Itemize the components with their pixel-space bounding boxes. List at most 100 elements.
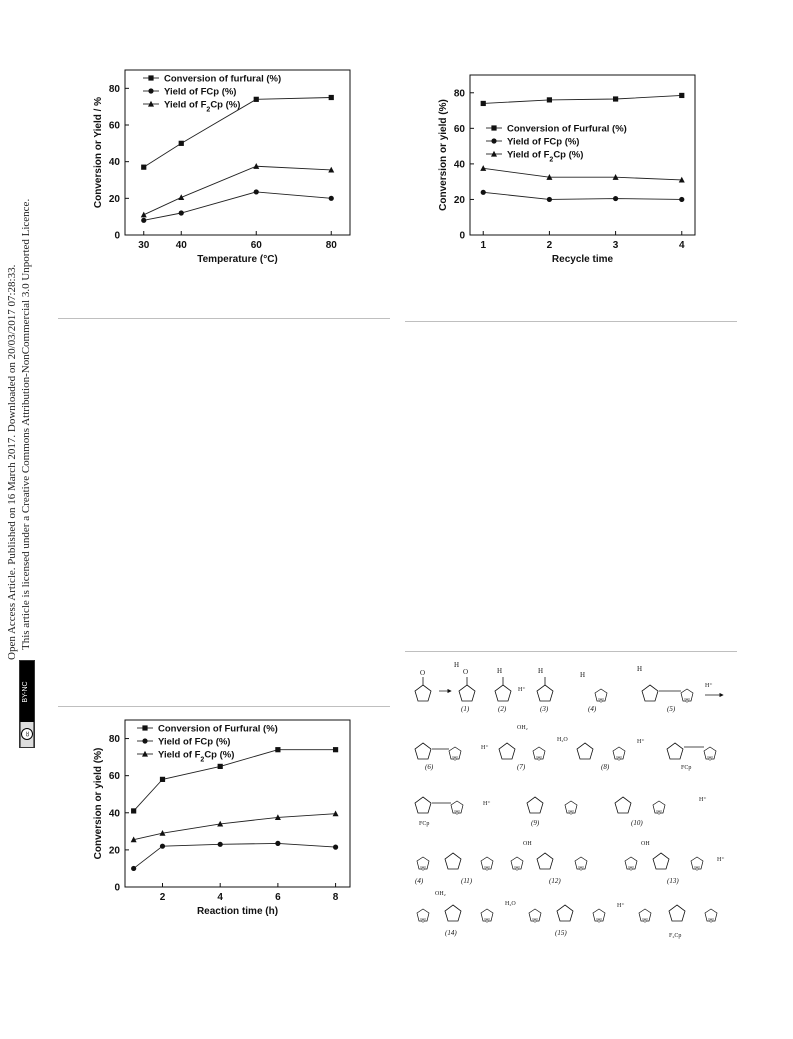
x-axis-label: Recycle time [552,254,614,265]
series-square [141,94,334,170]
legend-label: Yield of FCp (%) [507,137,579,148]
oxonium-label: OH₂ [435,891,446,897]
series-line [483,94,682,104]
oxonium-label: OH₂ [517,725,528,731]
series-line [483,167,682,181]
x-tick-label: 40 [176,240,188,251]
scheme-row-4: (4) (11) OH (12) OH (13) H⁺ [415,841,725,885]
y-tick-label: 20 [109,194,121,205]
data-point [178,210,184,216]
data-point [178,140,184,146]
legend-marker [142,750,148,757]
separator-rule [58,706,390,707]
series-square [480,92,685,107]
y-tick-label: 80 [109,734,121,745]
compound-label: (3) [540,705,549,713]
data-point [332,844,339,850]
data-point [159,776,166,782]
data-point [131,865,137,872]
data-point [141,164,147,170]
y-tick-label: 40 [109,808,121,819]
licence-sidebar: Open Access Article. Published on 16 Mar… [0,120,40,660]
y-axis-label: Conversion or yield (%) [438,99,449,211]
data-point [480,189,486,195]
compound-label: (1) [461,705,470,713]
scheme-row-1: O O H (1) H (2) H⁺ H (3) H (4) H (5) H⁺ [414,661,724,713]
y-tick-label: 60 [109,121,121,132]
legend-marker [142,725,148,731]
legend-label: Yield of FCp (%) [158,737,230,748]
data-point [679,196,685,203]
x-axis-label: Temperature (°C) [197,254,278,265]
licence-line[interactable]: This article is licensed under a Creativ… [20,198,32,650]
legend-marker [491,125,497,131]
data-point [612,174,619,180]
plot-frame [124,719,351,888]
separator-rule [405,321,737,322]
legend-label: Yield of F2Cp (%) [507,150,583,164]
legend-marker [491,150,497,157]
y-tick-label: 40 [109,157,121,168]
scheme-row-2: (6) H⁺ OH₂ (7) H₂O (8) H⁺ FCp [414,725,717,771]
compound-label: (2) [498,705,507,713]
chart-recycle-time: 0 20 40 60 80 1 2 3 4 Recycle time Conversion or y… [438,74,696,265]
by-nc-label: BY-NC [22,681,29,702]
compound-label: (8) [601,763,610,771]
data-point [612,195,619,202]
legend-label: Conversion of Furfural (%) [158,724,278,735]
x-tick-label: 8 [333,892,339,903]
x-tick-label: 80 [326,240,338,251]
data-point [546,174,553,180]
proton-label: H⁺ [617,902,625,909]
hydrogen-label: H [580,671,585,679]
x-tick-label: 60 [251,240,263,251]
chart-temperature: 0 20 40 60 80 30 40 60 80 Temperature (°C) Convers… [93,69,351,265]
chart-reaction-time: 0 20 40 60 80 2 4 6 8 Reaction time (h) Conversion… [93,719,351,917]
cc-icon: cc [25,731,31,737]
series-circle [141,189,334,223]
x-tick-label: 1 [480,240,486,251]
y-tick-label: 0 [114,231,120,242]
data-point [178,194,185,201]
data-point [679,92,685,99]
hydrogen-label: H [538,667,543,675]
compound-label: (4) [415,877,424,885]
compound-label: (11) [461,877,473,885]
legend-label: Yield of F2Cp (%) [164,100,240,114]
compound-label: (4) [588,705,597,713]
legend-marker [148,100,154,107]
x-tick-label: 4 [217,892,223,903]
data-point [253,189,259,195]
y-tick-label: 60 [454,124,466,135]
oxygen-label: O [420,669,425,677]
data-point [275,747,281,753]
legend-label: Yield of F2Cp (%) [158,750,234,764]
data-point [328,94,334,101]
series-line [143,97,332,168]
compound-label: (7) [517,763,526,771]
data-point [131,808,137,814]
water-label: H₂O [557,737,568,743]
data-point [253,163,260,169]
cc-licence-badge[interactable]: cc BY-NC [19,660,35,748]
data-point [217,820,224,827]
data-point [678,176,685,183]
compound-label: F₂Cp [669,933,681,939]
series-line [483,191,682,200]
hydrogen-label: H [497,667,502,675]
compound-label: (9) [531,819,540,827]
legend-label: Conversion of furfural (%) [164,74,281,85]
compound-label: FCp [681,765,691,771]
series-circle [480,189,685,203]
data-point [546,196,553,203]
series-line [143,165,332,216]
hydroxyl-label: OH [523,841,532,847]
proton-label: H⁺ [637,738,645,745]
reaction-mechanism-scheme: O O H (1) H (2) H⁺ H (3) H (4) H (5) H⁺ … [414,661,725,939]
y-tick-label: 40 [454,159,466,170]
scheme-row-3: FCp H⁺ (9) (10) H⁺ [414,796,707,827]
y-axis-label: Conversion or yield (%) [93,748,104,860]
x-tick-label: 2 [160,892,166,903]
y-axis-label: Conversion or Yield / % [93,97,104,208]
x-tick-label: 2 [547,240,553,251]
